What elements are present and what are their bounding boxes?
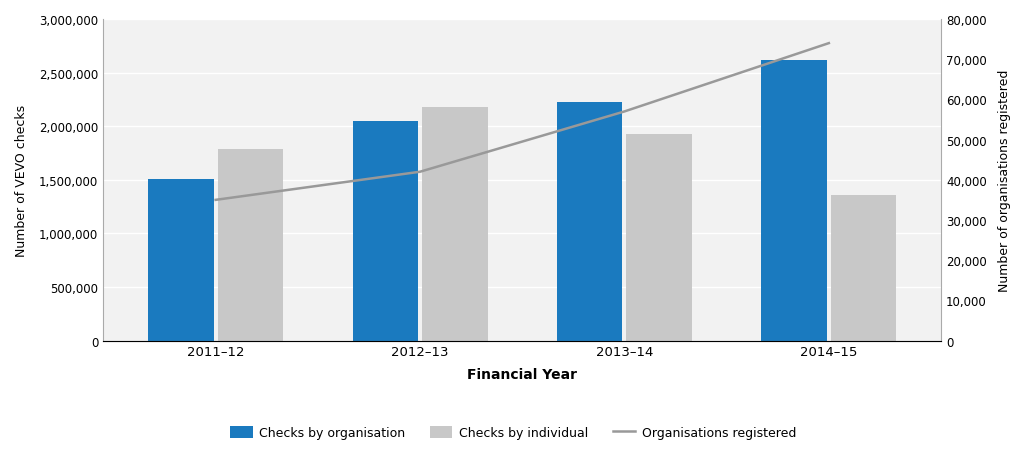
Bar [353, 121, 418, 341]
Organisations registered [209, 197, 222, 203]
Organisations registered [413, 170, 426, 175]
Organisations registered [619, 110, 631, 115]
Bar [831, 195, 897, 341]
Bar [218, 149, 283, 341]
Bar [422, 108, 487, 341]
Bar [557, 102, 623, 341]
Bar [627, 134, 692, 341]
X-axis label: Financial Year: Financial Year [467, 367, 578, 381]
Bar [148, 179, 213, 341]
Bar [761, 61, 827, 341]
Organisations registered [823, 41, 835, 47]
Y-axis label: Number of VEVO checks: Number of VEVO checks [15, 105, 28, 256]
Y-axis label: Number of organisations registered: Number of organisations registered [998, 70, 1011, 291]
Legend: Checks by organisation, Checks by individual, Organisations registered: Checks by organisation, Checks by indivi… [225, 421, 801, 444]
Line: Organisations registered: Organisations registered [215, 44, 829, 200]
